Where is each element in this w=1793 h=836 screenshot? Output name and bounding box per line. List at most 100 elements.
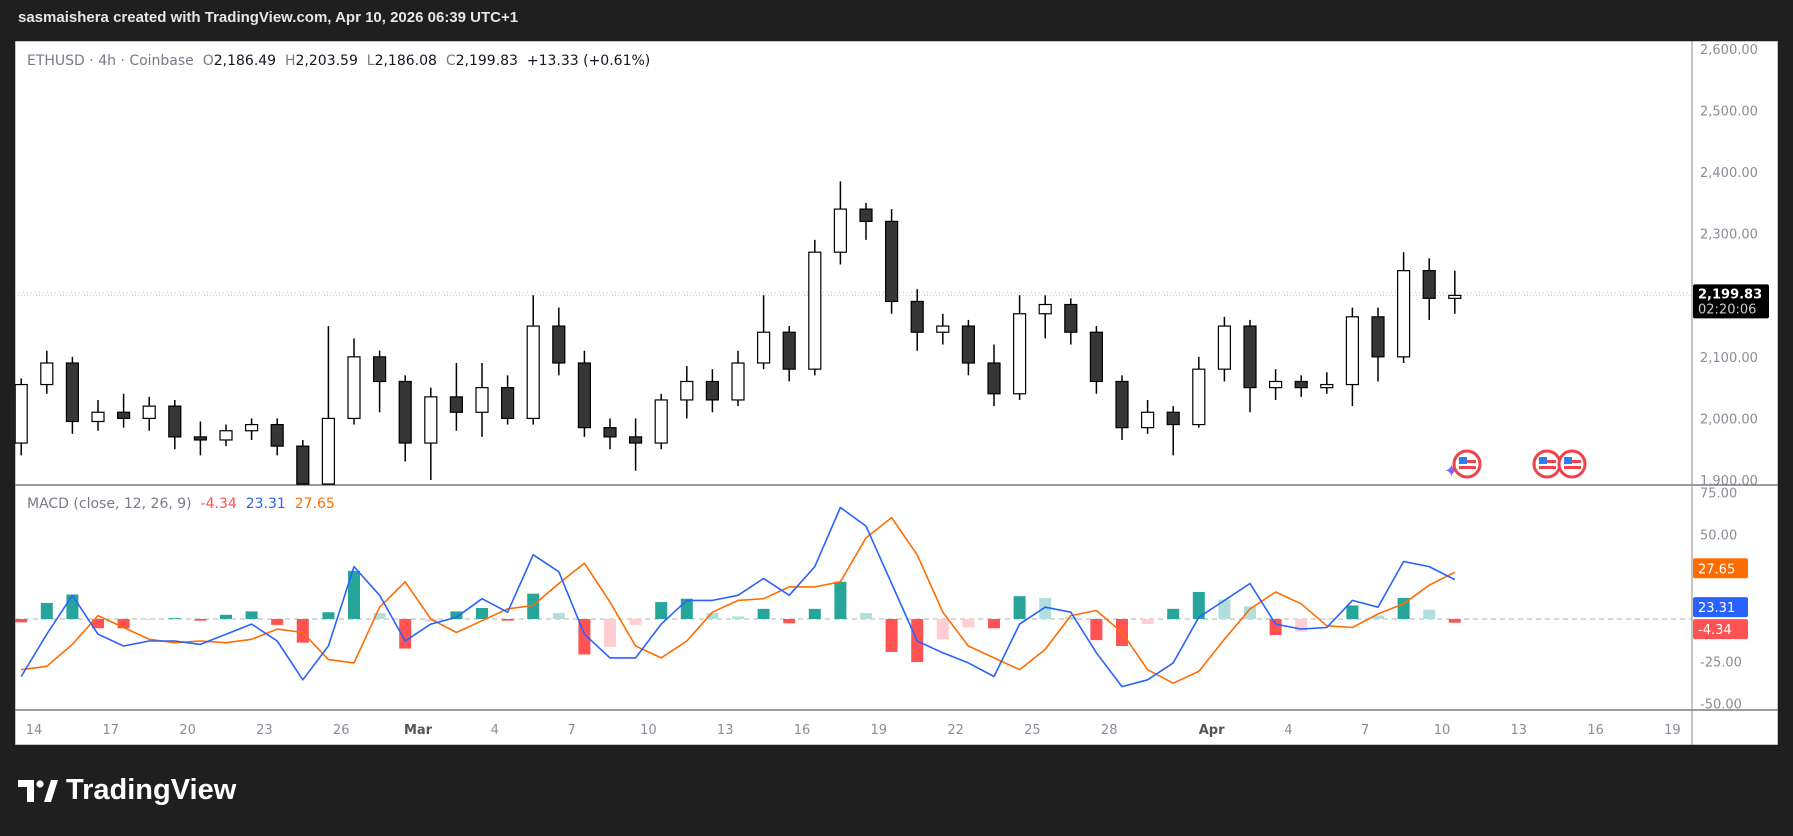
macd-hist-badge <box>1693 619 1748 640</box>
candle-down <box>1243 325 1257 389</box>
candle-up <box>475 387 489 413</box>
candle-down <box>168 405 182 438</box>
macd-histogram-bar <box>373 613 386 619</box>
flag-canton <box>1539 457 1547 464</box>
time-axis-label: 16 <box>794 723 811 738</box>
candle-up <box>321 417 335 485</box>
macd-histogram-bar <box>860 613 872 619</box>
macd-histogram-bar <box>1346 605 1359 619</box>
candle-down <box>398 380 412 444</box>
candle-down <box>193 436 207 441</box>
macd-histogram-bar <box>143 619 156 620</box>
macd-hist-label: -4.34 <box>1698 623 1732 638</box>
macd-histogram-bar <box>501 619 514 621</box>
macd-histogram-bar <box>1064 617 1077 619</box>
candle-down <box>65 362 80 423</box>
flag-stripe <box>1539 466 1556 469</box>
macd-histogram-bar <box>834 581 847 619</box>
macd-signal-line <box>21 516 1456 684</box>
high-value: 2,203.59 <box>295 53 358 69</box>
chart-panel[interactable]: 2,600.00 2,500.00 2,400.00 2,300.00 2,100.00… <box>15 41 1778 745</box>
time-axis-label: 22 <box>947 723 964 738</box>
time-axis-label: 26 <box>333 723 350 738</box>
macd-histogram-bar <box>1244 606 1256 619</box>
macd-histogram-bar <box>1218 599 1231 619</box>
price-tick-label: 2,000.00 <box>1700 412 1758 427</box>
symbol-info[interactable]: ETHUSD · 4h · Coinbase <box>27 53 194 69</box>
tradingview-logo-icon <box>18 779 58 802</box>
candle-up <box>347 356 361 420</box>
time-axis-label: 17 <box>103 723 120 738</box>
macd-line <box>20 506 1456 688</box>
close-label: C <box>445 53 456 69</box>
flag-stripe <box>1459 466 1476 469</box>
macd-histogram-bar <box>245 611 258 619</box>
last-price-badge <box>1693 284 1769 319</box>
macd-histogram-bar <box>757 608 770 619</box>
candle-countdown: 02:20:06 <box>1698 302 1756 317</box>
macd-tick-label: 50.00 <box>1700 529 1737 544</box>
candle-down <box>1166 411 1180 426</box>
candle-down <box>296 445 310 485</box>
macd-title[interactable]: MACD (close, 12, 26, 9) <box>27 496 192 512</box>
macd-histogram-bar <box>92 619 104 629</box>
macd-histogram-bar <box>476 608 488 619</box>
candle-down <box>1089 331 1104 383</box>
candle-down <box>373 356 387 383</box>
macd-histogram-bar <box>40 602 53 619</box>
chart-canvas[interactable]: 2,600.00 2,500.00 2,400.00 2,300.00 2,100.00… <box>15 41 1778 745</box>
candle-down <box>270 423 284 447</box>
time-axis-label: Mar <box>404 723 433 738</box>
candle-down <box>116 411 131 420</box>
candle-up <box>219 430 233 441</box>
tradingview-logo[interactable]: TradingView <box>18 774 236 807</box>
logo-text: TradingView <box>66 774 237 806</box>
time-axis-label: Apr <box>1199 723 1225 738</box>
candle-up <box>424 396 438 444</box>
candle-down <box>782 331 796 370</box>
macd-tick-label: -50.00 <box>1700 698 1742 713</box>
time-axis-label: 23 <box>256 723 273 738</box>
macd-histogram-bar <box>1372 615 1384 619</box>
flag-stripe <box>1467 460 1476 463</box>
candle-up <box>731 362 745 401</box>
candle-up <box>808 251 822 370</box>
candle-up <box>1217 325 1232 370</box>
time-axis-label: 14 <box>26 723 43 738</box>
time-axis-label: 28 <box>1101 723 1118 738</box>
macd-histogram-bar <box>629 619 642 625</box>
macd-histogram-bar <box>348 570 360 619</box>
candle-up <box>1320 383 1334 389</box>
time-axis-label: 16 <box>1587 723 1604 738</box>
macd-histogram-bar <box>15 619 28 623</box>
macd-histogram-bar <box>399 619 412 649</box>
low-label: L <box>366 53 375 69</box>
candle-up <box>1345 316 1360 386</box>
time-axis-label: 13 <box>717 723 734 738</box>
macd-histogram-bar <box>1090 619 1103 641</box>
macd-histogram-bar <box>1039 597 1052 619</box>
candle-up <box>245 423 259 432</box>
macd-histogram-bar <box>1448 619 1461 623</box>
time-axis-label: 10 <box>1434 723 1451 738</box>
candle-up <box>1448 294 1462 299</box>
candle-up <box>1268 380 1283 389</box>
macd-histogram-bar <box>66 594 79 619</box>
price-tick-label: 2,100.00 <box>1700 351 1758 366</box>
time-axis-label: 4 <box>491 723 499 738</box>
candle-down <box>884 220 899 303</box>
macd-histogram-bar <box>527 593 540 619</box>
macd-histogram-bar <box>604 619 616 647</box>
symbol-legend: ETHUSD · 4h · Coinbase O2,186.49 H2,203.… <box>27 53 650 69</box>
price-tick-label: 2,500.00 <box>1700 105 1758 120</box>
time-axis-label: 20 <box>179 723 196 738</box>
macd-histogram-bar <box>1423 609 1436 619</box>
flag-canton <box>1459 457 1467 464</box>
macd-histogram-bar <box>732 616 744 619</box>
price-tick-label: 2,400.00 <box>1700 166 1758 181</box>
macd-histogram-bar <box>783 619 796 624</box>
macd-histogram-bar <box>168 618 181 619</box>
time-axis-label: 4 <box>1284 723 1292 738</box>
macd-histogram-bar <box>808 608 821 619</box>
candle-up <box>1140 411 1155 429</box>
